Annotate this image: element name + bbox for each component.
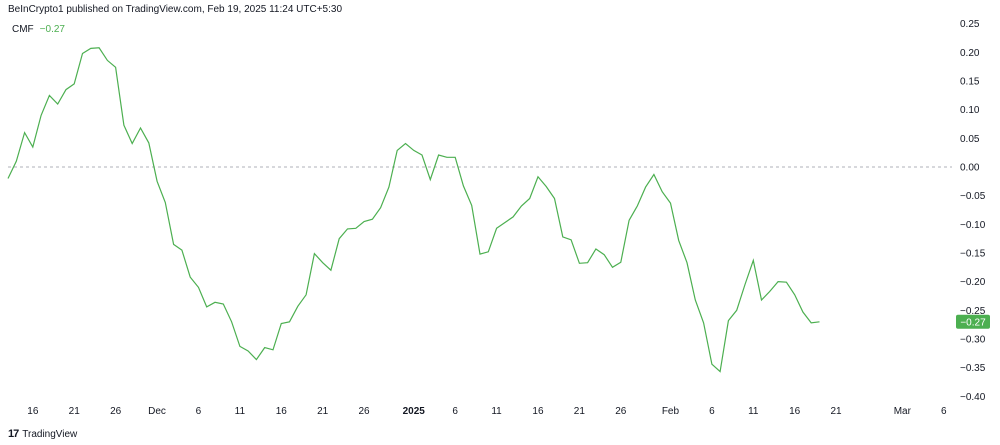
x-tick-label: 6 (709, 406, 715, 417)
y-tick-label: −0.40 (960, 392, 986, 403)
y-tick-label: −0.05 (960, 191, 986, 202)
x-tick-label: 21 (831, 406, 843, 417)
y-tick-label: 0.20 (960, 48, 980, 59)
y-tick-label: −0.10 (960, 220, 986, 231)
x-tick-label: 26 (359, 406, 371, 417)
x-tick-label: 16 (276, 406, 288, 417)
x-tick-label: 11 (235, 406, 246, 417)
x-tick-label: 21 (317, 406, 329, 417)
last-value-badge-bg (956, 314, 990, 329)
x-tick-label: 26 (110, 406, 122, 417)
publisher-caption: BeInCrypto1 published on TradingView.com… (8, 4, 343, 15)
x-tick-label: 11 (491, 406, 502, 417)
x-tick-label: 6 (452, 406, 458, 417)
y-tick-label: 0.15 (960, 77, 980, 88)
y-tick-label: −0.30 (960, 334, 986, 345)
x-tick-label: 21 (69, 406, 81, 417)
indicator-value: −0.27 (39, 24, 65, 35)
x-tick-label: Dec (148, 406, 166, 417)
indicator-legend[interactable]: CMF −0.27 (12, 24, 65, 35)
y-tick-label: −0.35 (960, 363, 986, 374)
footer: 17 TradingView (8, 428, 77, 440)
footer-brand: TradingView (22, 428, 78, 440)
x-tick-label: 16 (27, 406, 39, 417)
y-tick-label: −0.20 (960, 277, 986, 288)
y-tick-label: 0.00 (960, 163, 980, 174)
y-axis: 0.25 0.20 0.15 0.10 0.05 0.00 −0.05 −0.10 −0.15 −… (960, 19, 986, 403)
y-tick-label: −0.25 (960, 306, 986, 317)
y-tick-label: 0.25 (960, 19, 980, 30)
x-tick-label: 16 (789, 406, 801, 417)
indicator-name: CMF (12, 24, 34, 35)
x-axis: 16 21 26 Dec 6 11 16 21 26 2025 6 11 16 21 26 Feb 6 11 16 2… (27, 406, 947, 417)
x-tick-label: 21 (574, 406, 586, 417)
x-tick-label: 6 (196, 406, 202, 417)
x-tick-label: 2025 (403, 406, 426, 417)
y-tick-label: −0.15 (960, 248, 986, 259)
x-tick-label: Mar (894, 406, 912, 417)
x-tick-label: Feb (662, 406, 680, 417)
tradingview-logo-icon: 17 (8, 428, 19, 440)
last-value-badge-text: −0.27 (960, 317, 986, 328)
x-tick-label: 11 (748, 406, 759, 417)
x-tick-label: 16 (532, 406, 544, 417)
y-tick-label: 0.05 (960, 134, 980, 145)
y-tick-label: 0.10 (960, 105, 980, 116)
series-line-cmf (7, 47, 820, 373)
last-value-badge: −0.27 (956, 314, 990, 329)
x-tick-label: 6 (941, 406, 947, 417)
x-tick-label: 26 (615, 406, 627, 417)
